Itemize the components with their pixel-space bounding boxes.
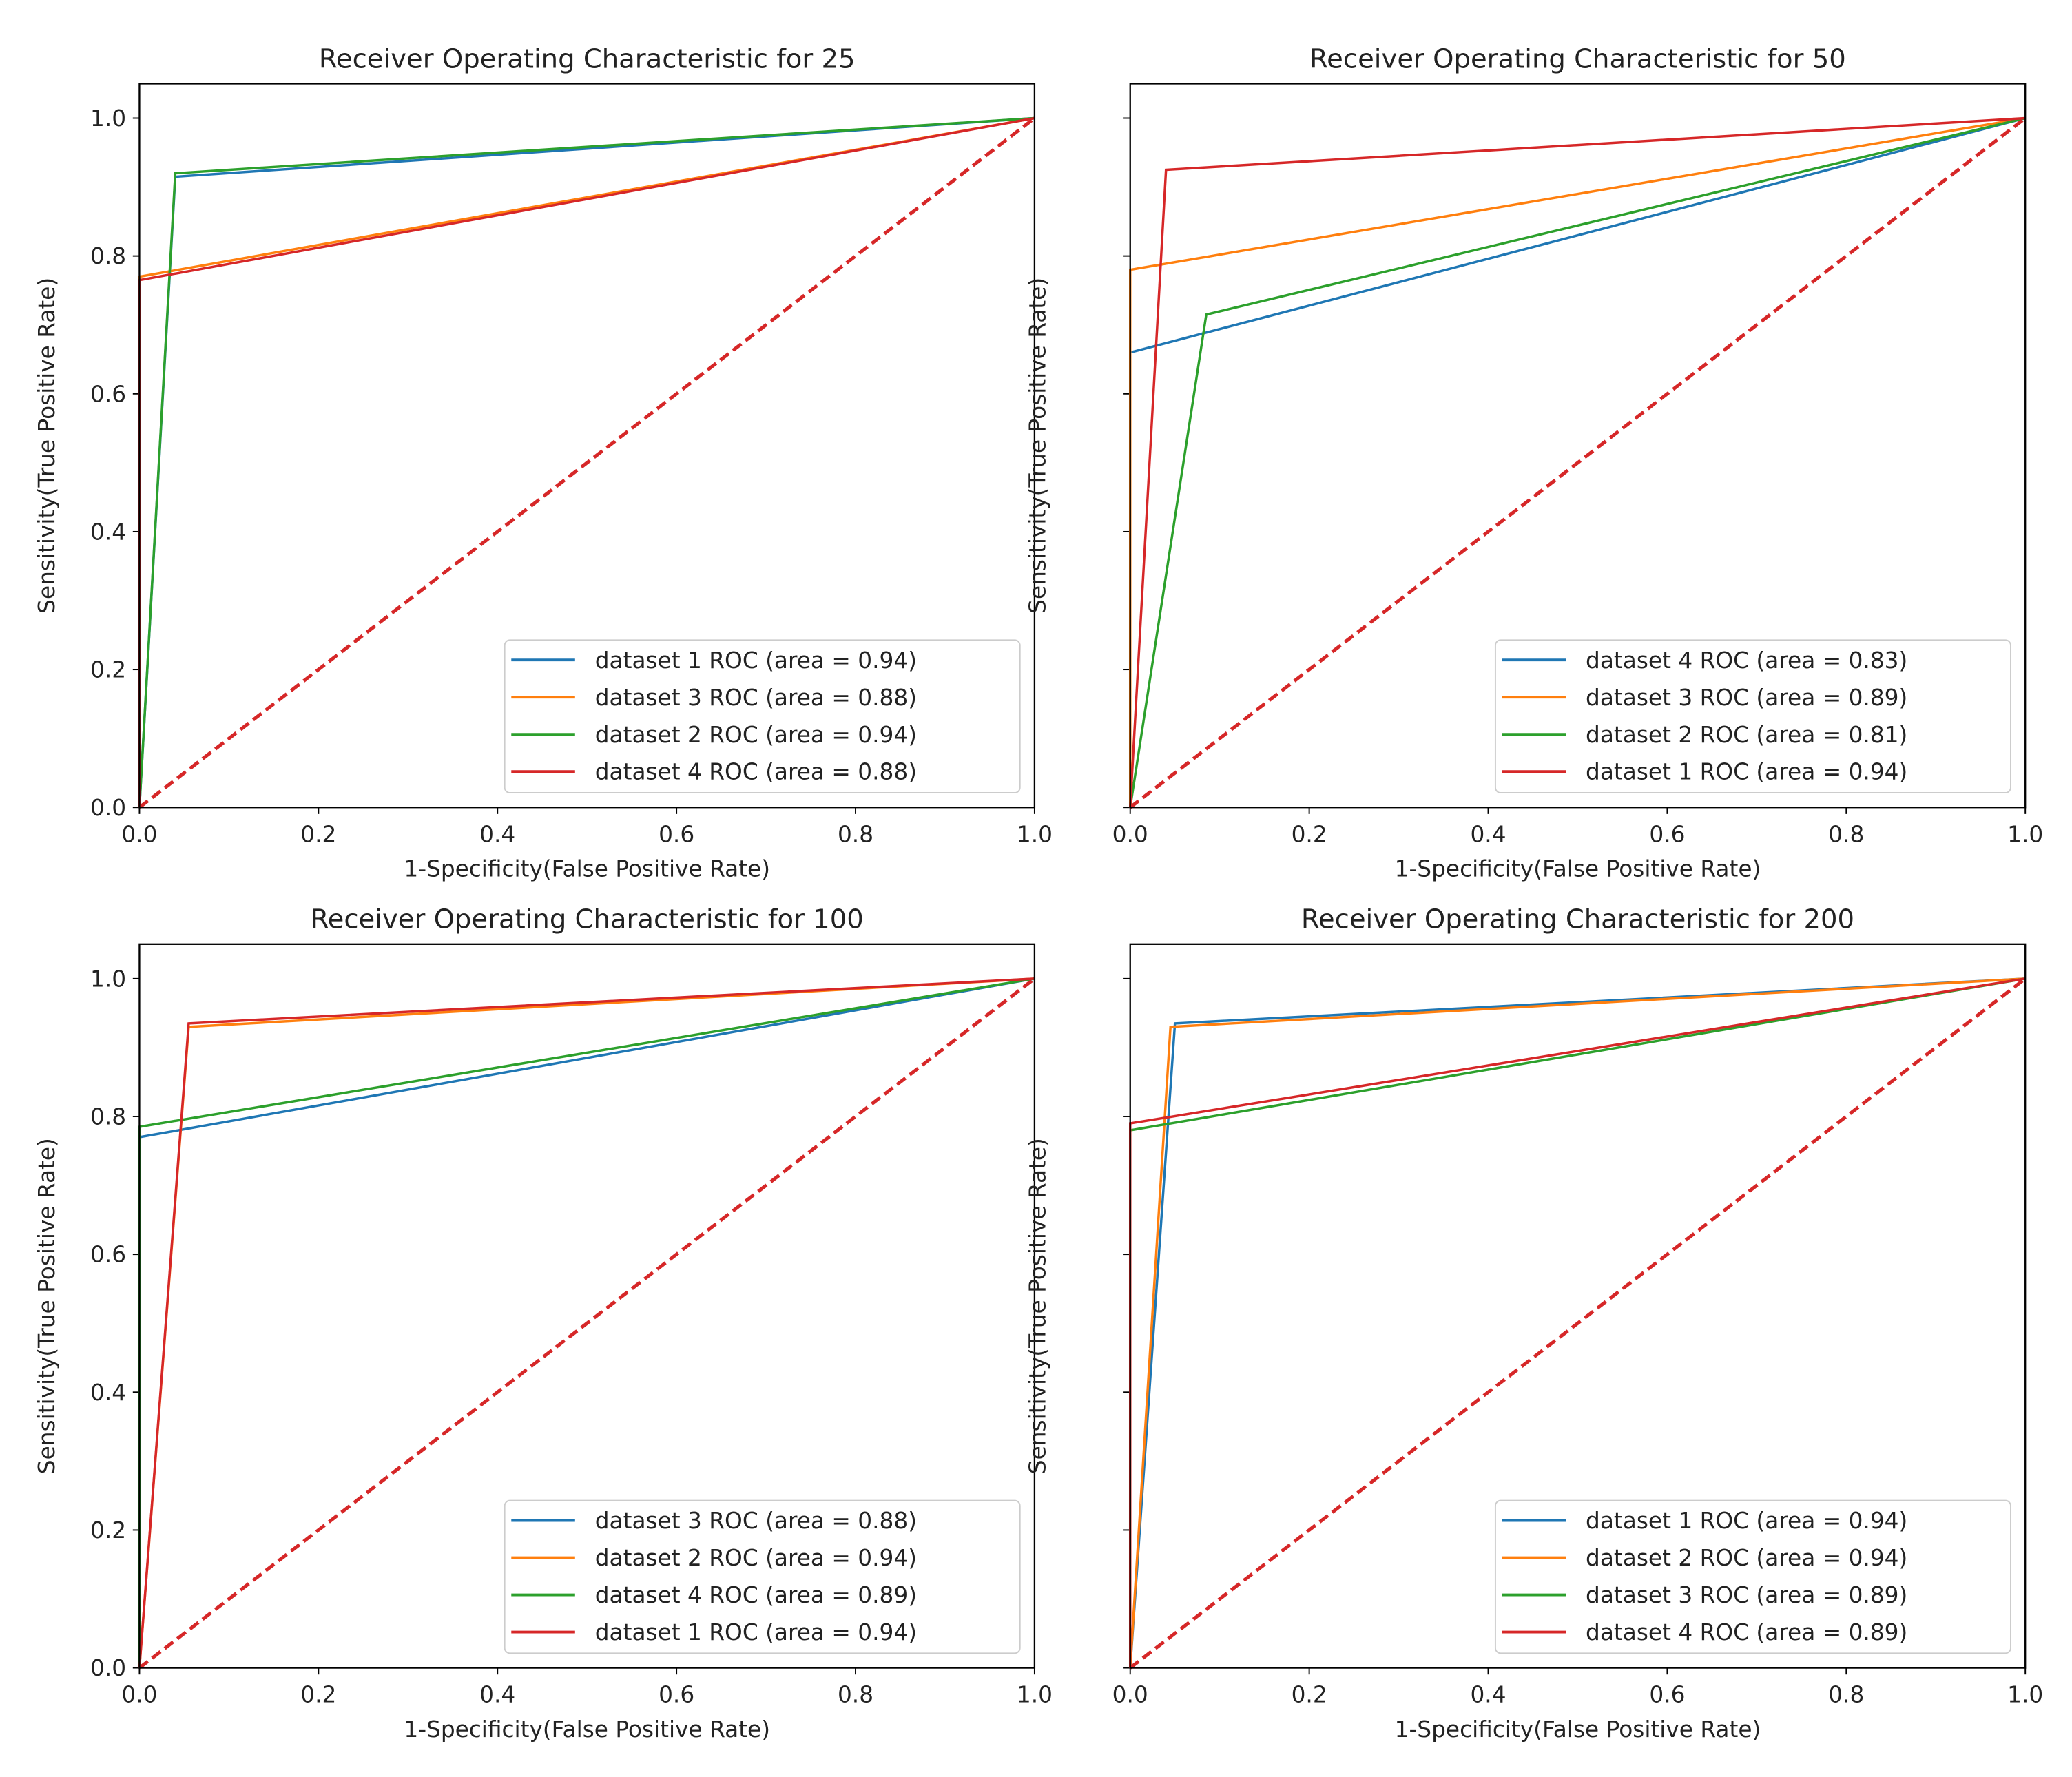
x-tick-label: 0.0 bbox=[121, 1682, 157, 1708]
x-tick-label: 1.0 bbox=[2007, 821, 2043, 847]
x-tick-label: 0.6 bbox=[1649, 1682, 1685, 1708]
chart-panel: Receiver Operating Characteristic for 20… bbox=[1024, 904, 2043, 1743]
legend-label: dataset 4 ROC (area = 0.83) bbox=[1586, 647, 1907, 674]
x-tick-label: 0.2 bbox=[300, 1682, 336, 1708]
y-tick-label: 0.2 bbox=[90, 1517, 126, 1544]
chart-panel: Receiver Operating Characteristic for 50… bbox=[1024, 43, 2043, 882]
roc-line bbox=[1129, 116, 2026, 808]
y-tick-label: 0.8 bbox=[90, 1104, 126, 1130]
x-tick-label: 0.0 bbox=[121, 821, 157, 847]
legend-label: dataset 1 ROC (area = 0.94) bbox=[595, 1619, 917, 1645]
x-axis-label: 1-Specificity(False Positive Rate) bbox=[1395, 1716, 1761, 1743]
x-tick-label: 0.2 bbox=[300, 821, 336, 847]
y-tick-label: 0.2 bbox=[90, 657, 126, 683]
legend-label: dataset 2 ROC (area = 0.81) bbox=[1586, 722, 1907, 748]
x-tick-label: 0.4 bbox=[479, 1682, 515, 1708]
plot-frame bbox=[138, 943, 1036, 1669]
chart-panel: Receiver Operating Characteristic for 10… bbox=[34, 904, 1053, 1743]
x-tick-label: 0.6 bbox=[1649, 821, 1685, 847]
legend-label: dataset 3 ROC (area = 0.88) bbox=[595, 685, 917, 711]
x-tick-label: 1.0 bbox=[1017, 1682, 1053, 1708]
x-axis-label: 1-Specificity(False Positive Rate) bbox=[404, 855, 770, 882]
y-tick-label: 0.6 bbox=[90, 381, 126, 407]
y-tick-label: 0.0 bbox=[90, 1655, 126, 1681]
legend-box bbox=[504, 639, 1021, 793]
y-tick-label: 0.4 bbox=[90, 1380, 126, 1406]
legend-box bbox=[1494, 1499, 2011, 1654]
x-tick-label: 0.2 bbox=[1292, 821, 1327, 847]
x-tick-label: 0.2 bbox=[1292, 1682, 1327, 1708]
x-tick-label: 0.6 bbox=[659, 821, 694, 847]
legend-label: dataset 2 ROC (area = 0.94) bbox=[1586, 1545, 1907, 1571]
chart-title: Receiver Operating Characteristic for 50 bbox=[1309, 43, 1846, 74]
legend-box bbox=[1494, 639, 2011, 793]
chart-title: Receiver Operating Characteristic for 25 bbox=[319, 43, 856, 74]
x-tick-label: 0.4 bbox=[479, 821, 515, 847]
chart-panel: Receiver Operating Characteristic for 25… bbox=[34, 43, 1053, 882]
plot-frame bbox=[1129, 943, 2027, 1669]
x-tick-label: 0.6 bbox=[659, 1682, 694, 1708]
x-tick-label: 1.0 bbox=[2007, 1682, 2043, 1708]
x-tick-label: 0.0 bbox=[1112, 1682, 1148, 1708]
x-axis-label: 1-Specificity(False Positive Rate) bbox=[404, 1716, 770, 1743]
reference-line bbox=[1129, 116, 2027, 809]
roc-line bbox=[138, 977, 1035, 1668]
figure-stage: Receiver Operating Characteristic for 25… bbox=[34, 43, 2043, 1742]
y-axis-label: Sensitivity(True Positive Rate) bbox=[1024, 1138, 1050, 1474]
x-tick-label: 0.8 bbox=[1828, 821, 1864, 847]
legend-label: dataset 4 ROC (area = 0.89) bbox=[595, 1582, 917, 1608]
chart-title: Receiver Operating Characteristic for 10… bbox=[311, 904, 864, 935]
reference-line bbox=[1129, 977, 2027, 1670]
x-tick-label: 0.0 bbox=[1112, 821, 1148, 847]
roc-line bbox=[1128, 977, 2026, 1668]
y-tick-label: 1.0 bbox=[90, 966, 126, 992]
y-axis-label: Sensitivity(True Positive Rate) bbox=[34, 1138, 60, 1474]
y-tick-label: 0.6 bbox=[90, 1242, 126, 1268]
legend-label: dataset 4 ROC (area = 0.88) bbox=[595, 759, 917, 785]
y-tick-label: 0.4 bbox=[90, 519, 126, 545]
plot-frame bbox=[138, 83, 1036, 809]
legend-label: dataset 1 ROC (area = 0.94) bbox=[595, 647, 917, 674]
legend-label: dataset 3 ROC (area = 0.88) bbox=[595, 1508, 917, 1534]
legend-box bbox=[504, 1499, 1021, 1654]
x-tick-label: 0.4 bbox=[1470, 1682, 1506, 1708]
y-axis-label: Sensitivity(True Positive Rate) bbox=[1024, 278, 1050, 614]
x-tick-label: 0.4 bbox=[1470, 821, 1506, 847]
legend-label: dataset 3 ROC (area = 0.89) bbox=[1586, 1582, 1907, 1608]
legend-label: dataset 3 ROC (area = 0.89) bbox=[1586, 685, 1907, 711]
legend-label: dataset 1 ROC (area = 0.94) bbox=[1586, 1508, 1907, 1534]
reference-line bbox=[138, 977, 1036, 1670]
y-tick-label: 0.8 bbox=[90, 243, 126, 269]
legend-label: dataset 2 ROC (area = 0.94) bbox=[595, 1545, 917, 1571]
legend-label: dataset 4 ROC (area = 0.89) bbox=[1586, 1619, 1907, 1645]
y-tick-label: 0.0 bbox=[90, 795, 126, 821]
roc-line bbox=[138, 116, 1035, 808]
chart-title: Receiver Operating Characteristic for 20… bbox=[1301, 904, 1854, 935]
plot-frame bbox=[1129, 83, 2027, 809]
x-tick-label: 0.8 bbox=[838, 821, 873, 847]
roc-line bbox=[1128, 116, 2026, 808]
x-tick-label: 0.8 bbox=[838, 1682, 873, 1708]
x-tick-label: 0.8 bbox=[1828, 1682, 1864, 1708]
legend-label: dataset 2 ROC (area = 0.94) bbox=[595, 722, 917, 748]
y-tick-label: 1.0 bbox=[90, 105, 126, 132]
y-axis-label: Sensitivity(True Positive Rate) bbox=[34, 278, 60, 614]
reference-line bbox=[138, 116, 1036, 809]
x-tick-label: 1.0 bbox=[1017, 821, 1053, 847]
legend-label: dataset 1 ROC (area = 0.94) bbox=[1586, 759, 1907, 785]
x-axis-label: 1-Specificity(False Positive Rate) bbox=[1395, 855, 1761, 882]
